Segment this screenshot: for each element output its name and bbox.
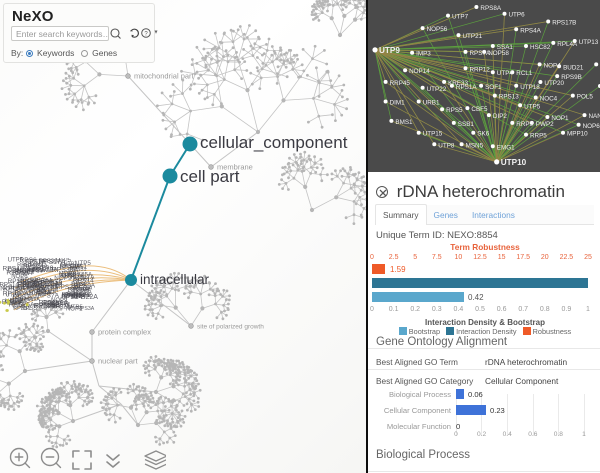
svg-text:mitochondrial part: mitochondrial part bbox=[134, 72, 195, 81]
svg-text:UTP5: UTP5 bbox=[524, 103, 541, 110]
svg-text:RPS30A: RPS30A bbox=[48, 301, 69, 307]
svg-text:UTP8: UTP8 bbox=[438, 142, 455, 149]
svg-text:UTP4: UTP4 bbox=[497, 70, 514, 77]
svg-text:UTP10: UTP10 bbox=[501, 158, 527, 167]
svg-text:CBF5: CBF5 bbox=[471, 106, 488, 113]
svg-text:NOP56: NOP56 bbox=[427, 26, 448, 33]
svg-text:HSC82: HSC82 bbox=[530, 44, 551, 51]
svg-text:UTP22: UTP22 bbox=[427, 86, 447, 93]
svg-text:RRP9: RRP9 bbox=[516, 121, 533, 128]
svg-text:RPS17B: RPS17B bbox=[552, 20, 576, 27]
svg-text:RPS19A: RPS19A bbox=[20, 297, 41, 303]
svg-text:UTP9: UTP9 bbox=[379, 46, 400, 55]
svg-text:SSB1: SSB1 bbox=[458, 121, 475, 128]
svg-text:membrane: membrane bbox=[217, 163, 253, 172]
svg-text:NOP4: NOP4 bbox=[544, 62, 562, 69]
svg-text:RRP5: RRP5 bbox=[530, 133, 547, 140]
svg-text:RPS9B: RPS9B bbox=[561, 74, 582, 81]
svg-text:IMP3: IMP3 bbox=[416, 51, 431, 58]
svg-text:NOC4: NOC4 bbox=[540, 96, 558, 103]
svg-text:MPP10: MPP10 bbox=[567, 131, 588, 138]
svg-text:RPS3A: RPS3A bbox=[77, 306, 95, 312]
svg-text:NOP6: NOP6 bbox=[583, 123, 600, 130]
svg-text:BUD21: BUD21 bbox=[563, 64, 584, 71]
svg-text:NOP6: NOP6 bbox=[74, 277, 89, 283]
svg-text:RCL1: RCL1 bbox=[516, 70, 533, 77]
svg-text:RPS1A: RPS1A bbox=[456, 84, 477, 91]
svg-text:RPS28A: RPS28A bbox=[33, 281, 60, 288]
svg-text:MSN5: MSN5 bbox=[466, 142, 484, 149]
svg-text:POL5: POL5 bbox=[577, 94, 594, 101]
svg-text:cellular_component: cellular_component bbox=[200, 133, 348, 152]
svg-text:UTP6: UTP6 bbox=[509, 12, 526, 19]
svg-text:intracellular: intracellular bbox=[140, 272, 210, 287]
svg-text:NAN1: NAN1 bbox=[589, 113, 600, 120]
svg-text:SK6: SK6 bbox=[477, 131, 489, 138]
svg-text:DIM1: DIM1 bbox=[390, 100, 406, 107]
svg-text:RPS13: RPS13 bbox=[499, 94, 519, 101]
svg-text:UTP21: UTP21 bbox=[463, 33, 483, 40]
svg-text:RPS17A: RPS17A bbox=[23, 268, 45, 274]
svg-text:UTP15: UTP15 bbox=[423, 131, 443, 138]
svg-text:NOP1: NOP1 bbox=[551, 115, 569, 122]
svg-text:protein complex: protein complex bbox=[98, 328, 151, 337]
svg-text:RPS14: RPS14 bbox=[0, 281, 19, 288]
svg-text:RPS5: RPS5 bbox=[446, 107, 463, 114]
svg-text:nuclear part: nuclear part bbox=[98, 357, 139, 366]
svg-text:RRP12: RRP12 bbox=[470, 66, 491, 73]
svg-text:EMG1: EMG1 bbox=[497, 144, 515, 151]
svg-text:URB1: URB1 bbox=[423, 100, 440, 107]
svg-text:RPL4A: RPL4A bbox=[557, 41, 578, 48]
svg-text:DIP2: DIP2 bbox=[493, 113, 507, 120]
svg-text:UTP13: UTP13 bbox=[579, 39, 599, 46]
svg-text:NOP8: NOP8 bbox=[59, 271, 77, 278]
svg-text:RRP45: RRP45 bbox=[390, 80, 411, 87]
svg-text:UTP7: UTP7 bbox=[452, 14, 469, 21]
svg-text:NOP14: NOP14 bbox=[409, 68, 430, 75]
svg-text:DIM1: DIM1 bbox=[65, 292, 78, 298]
svg-text:RPS4A: RPS4A bbox=[520, 27, 541, 34]
svg-text:UTP18: UTP18 bbox=[520, 84, 540, 91]
svg-text:SOF1: SOF1 bbox=[485, 84, 502, 91]
svg-text:RPS8A: RPS8A bbox=[480, 5, 501, 12]
svg-text:RPS17A: RPS17A bbox=[39, 259, 66, 266]
svg-text:site of polarized growth: site of polarized growth bbox=[197, 324, 264, 331]
svg-text:SSA1: SSA1 bbox=[497, 44, 514, 51]
svg-text:BMS1: BMS1 bbox=[395, 119, 413, 126]
